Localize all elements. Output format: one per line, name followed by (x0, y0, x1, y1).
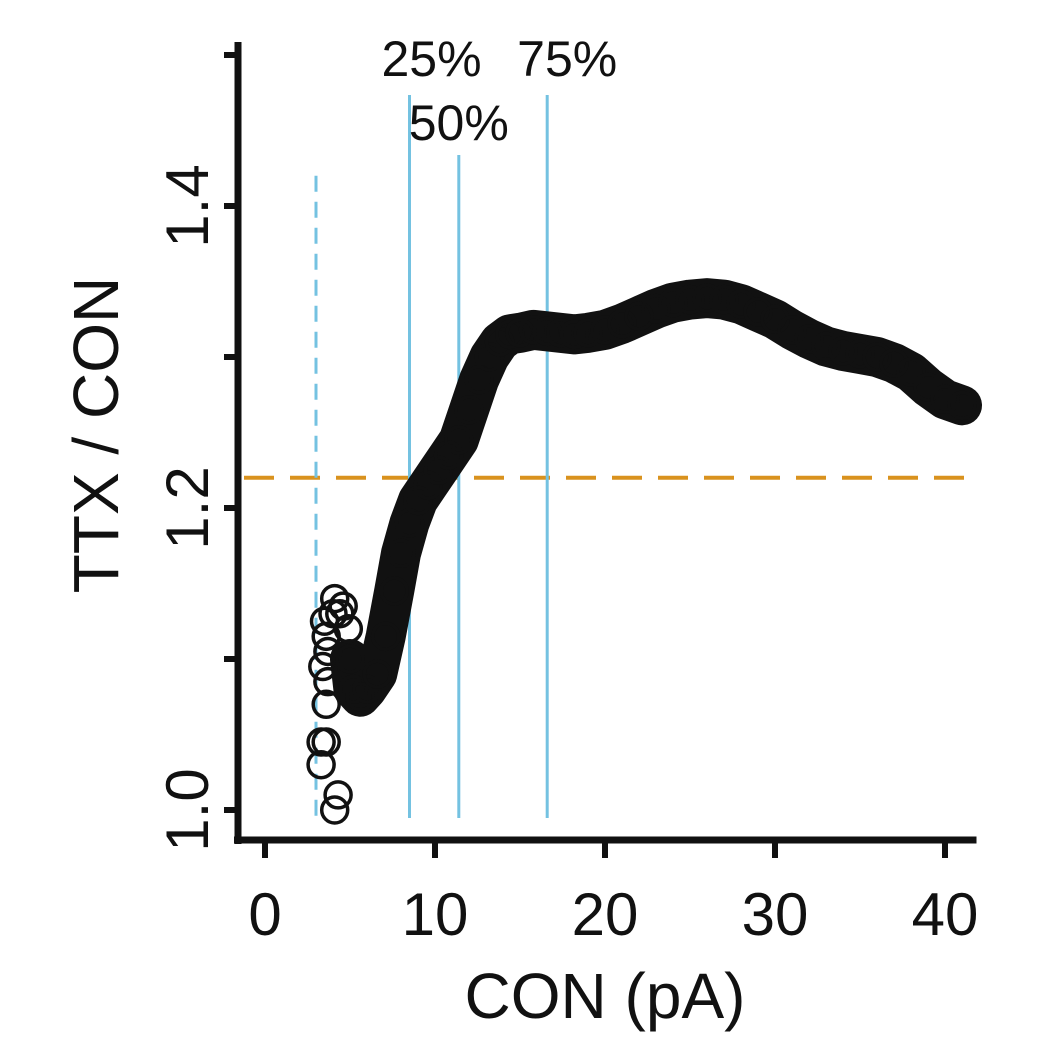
data-point (352, 674, 382, 704)
data-point (879, 348, 909, 378)
data-point (726, 289, 756, 319)
data-point (692, 283, 722, 313)
data-point (709, 284, 739, 315)
data-point (811, 331, 841, 362)
data-point (379, 576, 409, 606)
y-tick-label: 1.2 (154, 466, 221, 549)
data-point (444, 425, 474, 455)
data-point (362, 659, 392, 689)
data-point (862, 342, 892, 372)
percentile-label-50: 50% (409, 95, 509, 151)
series-band (330, 278, 982, 717)
percentile-label-25: 25% (381, 31, 481, 87)
data-point (743, 296, 773, 327)
labels-layer: 1.0 1.2 1.4 0 10 20 30 40 25% 50%75% (154, 31, 978, 948)
data-point (323, 780, 353, 810)
data-point (306, 749, 336, 780)
data-point (777, 315, 807, 345)
data-point (386, 538, 416, 569)
data-point (403, 485, 433, 516)
y-tick-label: 1.4 (154, 164, 221, 247)
data-point (328, 591, 358, 621)
data-point (559, 319, 590, 350)
x-axis-title: CON (pA) (465, 960, 746, 1032)
reference-lines-layer (244, 95, 971, 818)
y-axis-title: TTX / CON (60, 277, 132, 593)
data-point (828, 336, 858, 366)
axes-layer (224, 42, 977, 858)
x-tick-label: 20 (572, 881, 639, 948)
data-point (930, 384, 960, 415)
data-point (896, 357, 926, 387)
data-point (624, 301, 654, 331)
data-point (947, 390, 977, 421)
data-point (573, 318, 603, 348)
x-tick-label: 40 (912, 881, 979, 948)
x-tick-label: 0 (248, 881, 281, 948)
percentile-label-75: 75% (517, 31, 617, 87)
data-point (413, 470, 443, 501)
data-point (845, 339, 875, 369)
data-point (474, 342, 505, 372)
data-point (675, 284, 705, 315)
y-tick-label: 1.0 (154, 768, 221, 851)
data-point (370, 621, 401, 652)
data-point (319, 583, 350, 614)
data-point (311, 727, 341, 757)
data-point (454, 395, 484, 425)
data-point (641, 293, 671, 324)
data-point (338, 674, 369, 704)
data-point (794, 324, 824, 354)
data-point (311, 689, 341, 720)
data-point (333, 614, 364, 644)
points-layer (306, 278, 982, 825)
data-point (335, 644, 365, 674)
data-point (423, 455, 454, 485)
data-point (433, 440, 464, 470)
data-point (308, 651, 338, 682)
data-point (345, 682, 375, 712)
data-point (590, 315, 620, 345)
data-point (658, 287, 688, 318)
data-point (319, 795, 350, 825)
data-point (607, 309, 637, 339)
x-tick-label: 30 (742, 881, 809, 948)
x-tick-label: 10 (402, 881, 469, 948)
